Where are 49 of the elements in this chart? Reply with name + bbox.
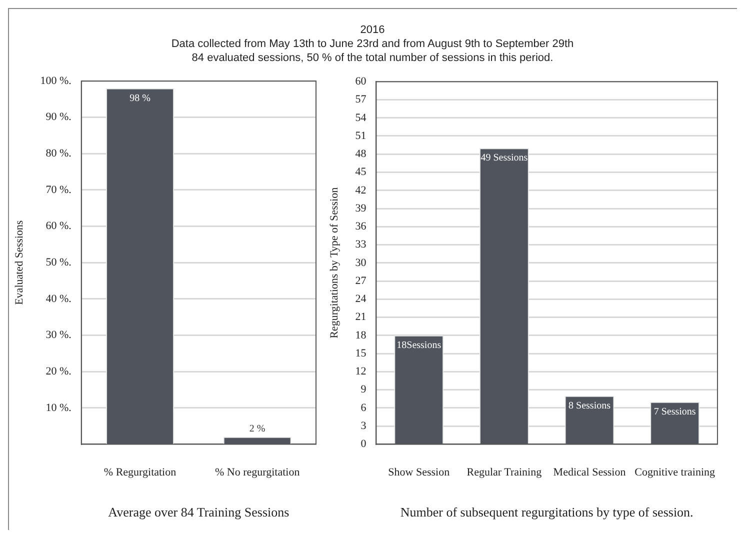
y-tick-label: 30 <box>355 256 367 269</box>
y-tick-label: 20 %. <box>46 365 72 378</box>
y-tick-label: 9 <box>360 384 367 396</box>
y-axis-title: Regurgitations by Type of Session <box>328 186 340 338</box>
y-tick-label: 70 %. <box>46 184 72 196</box>
y-tick-label: 42 <box>355 184 366 196</box>
y-tick-label: 15 <box>355 347 367 360</box>
y-tick-label: 27 <box>355 274 367 287</box>
data-label: 8 Sessions <box>568 400 611 412</box>
y-tick-label: 24 <box>355 293 367 306</box>
data-label: 18Sessions <box>396 340 442 352</box>
y-tick-label: 39 <box>355 202 367 214</box>
y-tick-label: 33 <box>355 238 367 251</box>
data-label: 7 Sessions <box>654 406 696 418</box>
data-label: 49 Sessions <box>480 152 528 164</box>
y-tick-label: 3 <box>360 420 367 432</box>
y-tick-label: 48 <box>355 148 367 160</box>
y-tick-label: 0 <box>360 438 367 450</box>
data-label: 2 % <box>249 424 266 435</box>
y-tick-label: 60 <box>355 75 367 88</box>
x-tick-label: Medical Session <box>553 466 626 479</box>
x-tick-label: Show Session <box>388 466 450 479</box>
x-tick-label: Regular Training <box>466 466 542 479</box>
x-tick-label: Cognitive training <box>634 466 716 479</box>
y-tick-label: 57 <box>355 94 367 106</box>
x-axis-title: Average over 84 Training Sessions <box>108 504 290 520</box>
y-tick-label: 100 %. <box>40 74 72 87</box>
y-tick-label: 50 %. <box>46 256 72 268</box>
y-tick-label: 80 %. <box>46 148 72 160</box>
y-tick-label: 40 %. <box>46 292 72 305</box>
y-tick-label: 36 <box>355 220 367 233</box>
y-tick-label: 90 %. <box>46 111 72 124</box>
y-tick-label: 12 <box>355 366 366 378</box>
y-tick-label: 51 <box>355 130 366 142</box>
y-tick-label: 18 <box>355 329 367 342</box>
x-axis-title: Number of subsequent regurgitations by type of session. <box>400 504 694 520</box>
text: Data collected from May 13th to June 23rd and from August 9th to September 29th 84 evaluated sessions, 50 % of the total number of sessions in this period. <box>170 37 575 65</box>
y-axis-title: Evaluated Sessions <box>13 220 26 305</box>
y-tick-label: 60 %. <box>46 220 72 232</box>
data-label: 98 % <box>130 92 150 104</box>
x-tick-label: % No regurgitation <box>214 466 300 479</box>
y-tick-label: 45 <box>355 166 367 178</box>
chart-title: 2016 <box>360 24 385 36</box>
y-tick-label: 54 <box>355 112 367 124</box>
y-tick-label: 21 <box>355 311 366 324</box>
y-tick-label: 30 %. <box>46 329 72 342</box>
x-tick-label: % Regurgitation <box>104 466 177 479</box>
y-tick-label: 10 %. <box>46 402 72 414</box>
y-tick-label: 6 <box>360 402 367 414</box>
